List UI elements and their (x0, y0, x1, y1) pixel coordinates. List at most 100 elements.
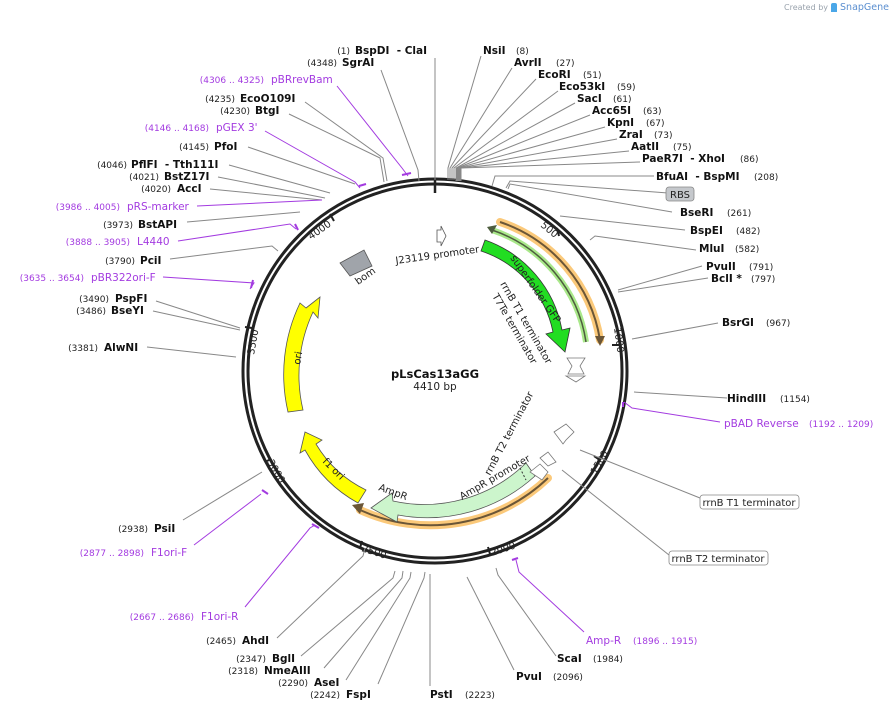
svg-text:BsrGI: BsrGI (722, 317, 754, 329)
enzyme-bseri[interactable]: BseRI (261) (680, 207, 751, 219)
primer-pbr322ori-f[interactable]: (3635 .. 3654) pBR322ori-F (20, 272, 156, 284)
primer-pbad-reverse[interactable]: pBAD Reverse (1192 .. 1209) (724, 418, 873, 430)
promoter-arrow-icon (436, 225, 447, 247)
snapgene-watermark: Created by SnapGene (784, 2, 889, 13)
feature-j23119-promoter[interactable]: J23119 promoter (394, 225, 481, 267)
primer-f1ori-r[interactable]: (2667 .. 2686) F1ori-R (130, 611, 239, 623)
enzyme-paer7i-xhoi[interactable]: PaeR7I - XhoI (86) (642, 153, 758, 165)
svg-text:BstZ17I: BstZ17I (164, 171, 209, 183)
enzyme-pfoi[interactable]: (4145) PfoI (179, 141, 237, 153)
enzyme-ahdi[interactable]: (2465) AhdI (206, 635, 269, 647)
enzyme-aatii[interactable]: AatII (75) (631, 141, 691, 153)
j23119-label: J23119 promoter (394, 244, 481, 267)
rrnb-t2-arrow-icon (539, 451, 557, 467)
enzyme-pvuii[interactable]: PvuII (791) (706, 261, 773, 273)
enzyme-fspi[interactable]: (2242) FspI (310, 689, 371, 701)
svg-text:(3486): (3486) (76, 307, 106, 317)
feature-rbs[interactable]: RBS (665, 186, 695, 202)
svg-text:(4046): (4046) (97, 161, 127, 171)
tick-1500: 1500 (589, 449, 611, 477)
orf-arcs (352, 218, 605, 530)
ampr-promoter-arrow-icon (529, 463, 549, 481)
enzyme-avrii[interactable]: AvrII (27) (514, 57, 574, 69)
enzyme-psii[interactable]: (2938) PsiI (118, 523, 175, 535)
enzyme-pflfi-tth111i[interactable]: (4046) PflFI - Tth111I (97, 159, 218, 171)
svg-text:(86): (86) (740, 155, 758, 165)
primer-f1ori-f[interactable]: (2877 .. 2898) F1ori-F (80, 547, 188, 559)
svg-text:HindIII: HindIII (727, 393, 766, 405)
feature-ampr[interactable]: AmpR AmpR promoter (370, 453, 536, 523)
rrnb-t1b-arrow-icon (553, 423, 575, 445)
enzyme-kpni[interactable]: KpnI (67) (607, 117, 664, 129)
enzyme-acci[interactable]: (4020) AccI (141, 183, 201, 195)
primer-pgex3[interactable]: (4146 .. 4168) pGEX 3' (145, 122, 258, 134)
svg-text:(261): (261) (727, 209, 751, 219)
svg-text:BstAPI: BstAPI (138, 219, 177, 231)
enzyme-zrai[interactable]: ZraI (73) (619, 129, 672, 141)
feature-rrnb-t1-terminator[interactable]: rrnB T1 terminator (699, 494, 800, 510)
svg-text:ZraI: ZraI (619, 129, 643, 141)
enzyme-psti[interactable]: PstI (2223) (430, 689, 495, 701)
enzyme-bstz17i[interactable]: (4021) BstZ17I (129, 171, 209, 183)
feature-rrnb-t2-terminator[interactable]: rrnB T2 terminator (668, 550, 769, 566)
svg-text:(2318): (2318) (228, 667, 258, 677)
svg-text:(3986 .. 4005): (3986 .. 4005) (56, 203, 120, 213)
svg-text:pGEX 3': pGEX 3' (216, 122, 258, 134)
enzyme-nmeaiii[interactable]: (2318) NmeAIII (228, 665, 311, 677)
enzyme-alwni[interactable]: (3381) AlwNI (68, 342, 138, 354)
svg-text:(2223): (2223) (465, 691, 495, 701)
enzyme-bsrgi[interactable]: BsrGI (967) (722, 317, 790, 329)
enzyme-bstapi[interactable]: (3973) BstAPI (103, 219, 177, 231)
svg-text:PflFI - Tth111I: PflFI - Tth111I (131, 159, 218, 171)
enzyme-bcli[interactable]: BclI * (797) (711, 273, 775, 285)
primer-l4440[interactable]: (3888 .. 3905) L4440 (66, 236, 170, 248)
primer-prs-marker[interactable]: (3986 .. 4005) pRS-marker (56, 201, 190, 213)
svg-text:PstI: PstI (430, 689, 453, 701)
primer-amp-r[interactable]: Amp-R (1896 .. 1915) (586, 635, 697, 647)
enzyme-bfuai-bspmi[interactable]: BfuAI - BspMI (208) (656, 171, 778, 183)
feature-bom[interactable]: bom (339, 249, 378, 287)
enzyme-hindiii[interactable]: HindIII (1154) (727, 393, 810, 405)
enzyme-ecori[interactable]: EcoRI (51) (538, 69, 601, 81)
svg-text:F1ori-F: F1ori-F (151, 547, 187, 559)
svg-text:PvuII: PvuII (706, 261, 736, 273)
enzyme-ecoo109i[interactable]: (4235) EcoO109I (205, 93, 295, 105)
enzyme-bspei[interactable]: BspEI (482) (690, 225, 760, 237)
enzyme-mlui[interactable]: MluI (582) (699, 243, 759, 255)
svg-text:(8): (8) (516, 47, 529, 57)
primer-pbrrevbam[interactable]: (4306 .. 4325) pBRrevBam (200, 74, 333, 86)
enzyme-pcii[interactable]: (3790) PciI (105, 255, 161, 267)
svg-text:(3490): (3490) (79, 295, 109, 305)
svg-text:(4230): (4230) (220, 107, 250, 117)
enzyme-pvui[interactable]: PvuI (2096) (516, 671, 583, 683)
svg-text:(1192 .. 1209): (1192 .. 1209) (809, 420, 873, 430)
svg-text:pRS-marker: pRS-marker (127, 201, 190, 213)
svg-text:(791): (791) (749, 263, 773, 273)
enzyme-bseyi[interactable]: (3486) BseYI (76, 305, 144, 317)
enzyme-nsii[interactable]: NsiI (8) (483, 45, 529, 57)
svg-text:BfuAI - BspMI: BfuAI - BspMI (656, 171, 740, 183)
svg-text:Acc65I: Acc65I (592, 105, 631, 117)
enzyme-pspfi[interactable]: (3490) PspFI (79, 293, 147, 305)
svg-text:(73): (73) (654, 131, 672, 141)
svg-text:PspFI: PspFI (115, 293, 147, 305)
svg-text:(3888 .. 3905): (3888 .. 3905) (66, 238, 130, 248)
enzyme-scai[interactable]: ScaI (1984) (557, 653, 623, 665)
svg-text:F1ori-R: F1ori-R (201, 611, 238, 623)
enzyme-bgli[interactable]: (2347) BglI (236, 653, 295, 665)
enzyme-btgi[interactable]: (4230) BtgI (220, 105, 279, 117)
svg-text:SacI: SacI (577, 93, 602, 105)
primer-labels: (4306 .. 4325) pBRrevBam (4146 .. 4168) pG… (20, 74, 874, 647)
feature-ori[interactable]: ori (283, 296, 321, 413)
svg-text:(2877 .. 2898): (2877 .. 2898) (80, 549, 144, 559)
enzyme-bspdi-clai[interactable]: (1) BspDI - ClaI (337, 45, 427, 57)
svg-text:AvrII: AvrII (514, 57, 542, 69)
enzyme-acc65i[interactable]: Acc65I (63) (592, 105, 661, 117)
feature-f1-ori[interactable]: f1 ori (299, 431, 367, 504)
svg-text:PsiI: PsiI (154, 523, 175, 535)
enzyme-asei[interactable]: (2290) AseI (278, 677, 339, 689)
svg-text:(4145): (4145) (179, 143, 209, 153)
enzyme-eco53ki[interactable]: Eco53kI (59) (559, 81, 635, 93)
enzyme-sgrai[interactable]: (4348) SgrAI (307, 57, 374, 69)
enzyme-saci[interactable]: SacI (61) (577, 93, 631, 105)
